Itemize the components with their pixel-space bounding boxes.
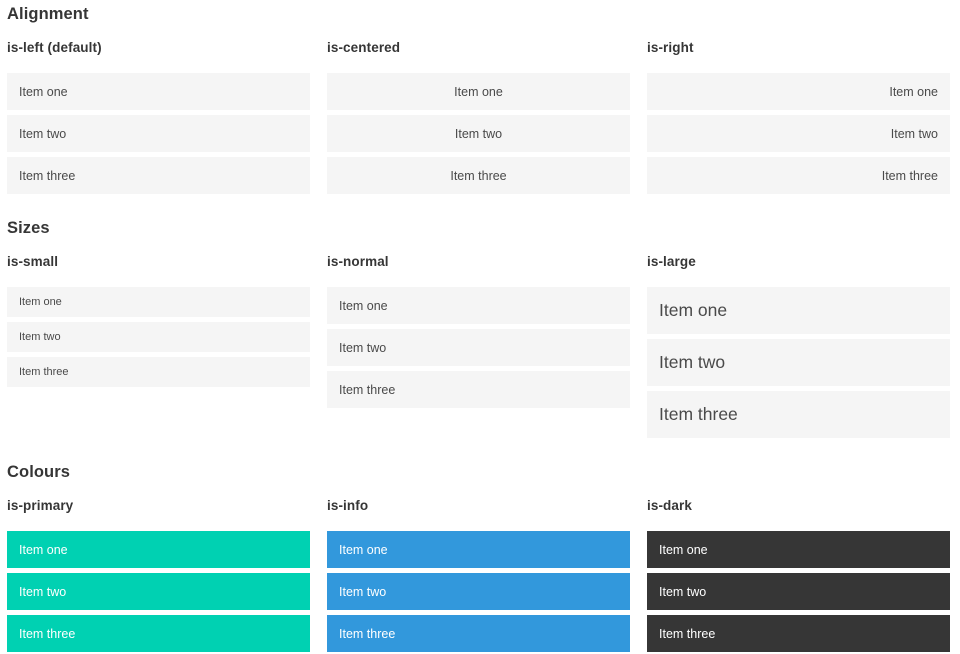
list-right: Item one Item two Item three	[647, 73, 950, 194]
list-item: Item one	[7, 287, 310, 317]
list-item: Item three	[647, 615, 950, 652]
column-label: is-normal	[327, 254, 389, 269]
list-item: Item two	[647, 115, 950, 152]
list-info: Item one Item two Item three	[327, 531, 630, 652]
list-item: Item three	[327, 157, 630, 194]
list-centered: Item one Item two Item three	[327, 73, 630, 194]
column-label: is-small	[7, 254, 59, 269]
list-item: Item two	[327, 115, 630, 152]
section-title: Sizes	[7, 219, 50, 237]
list-item: Item one	[647, 287, 950, 334]
section-row: is-left (default) Item one Item two Item…	[7, 24, 950, 194]
list-item: Item three	[327, 615, 630, 652]
section-sizes: Sizes is-small Item one Item two Item th…	[7, 218, 950, 438]
section-row: is-small Item one Item two Item three is…	[7, 238, 950, 438]
column-label: is-info	[327, 498, 369, 513]
column-is-centered: is-centered Item one Item two Item three	[327, 24, 630, 194]
list-item: Item two	[7, 322, 310, 352]
list-item: Item one	[647, 73, 950, 110]
list-item: Item two	[327, 329, 630, 366]
column-label: is-primary	[7, 498, 74, 513]
column-is-small: is-small Item one Item two Item three	[7, 238, 310, 387]
column-label: is-large	[647, 254, 696, 269]
list-item: Item three	[7, 357, 310, 387]
list-item: Item two	[7, 573, 310, 610]
list-item: Item three	[647, 391, 950, 438]
list-item: Item one	[647, 531, 950, 568]
column-label: is-dark	[647, 498, 692, 513]
list-item: Item three	[647, 157, 950, 194]
column-is-right: is-right Item one Item two Item three	[647, 24, 950, 194]
list-item: Item one	[327, 73, 630, 110]
list-item: Item one	[327, 287, 630, 324]
column-label: is-centered	[327, 40, 401, 55]
column-is-normal: is-normal Item one Item two Item three	[327, 238, 630, 408]
list-dark: Item one Item two Item three	[647, 531, 950, 652]
column-is-large: is-large Item one Item two Item three	[647, 238, 950, 438]
section-colours: Colours is-primary Item one Item two Ite…	[7, 462, 950, 652]
column-label: is-right	[647, 40, 694, 55]
list-item: Item three	[7, 157, 310, 194]
list-normal: Item one Item two Item three	[327, 287, 630, 408]
list-large: Item one Item two Item three	[647, 287, 950, 438]
list-item: Item two	[327, 573, 630, 610]
list-item: Item two	[7, 115, 310, 152]
list-item: Item three	[7, 615, 310, 652]
list-item: Item two	[647, 573, 950, 610]
list-item: Item three	[327, 371, 630, 408]
list-left: Item one Item two Item three	[7, 73, 310, 194]
list-item: Item one	[327, 531, 630, 568]
list-item: Item one	[7, 531, 310, 568]
section-title: Colours	[7, 463, 71, 481]
column-is-primary: is-primary Item one Item two Item three	[7, 482, 310, 652]
section-title: Alignment	[7, 5, 89, 23]
column-is-dark: is-dark Item one Item two Item three	[647, 482, 950, 652]
list-primary: Item one Item two Item three	[7, 531, 310, 652]
list-item: Item two	[647, 339, 950, 386]
list-item: Item one	[7, 73, 310, 110]
column-label: is-left (default)	[7, 40, 102, 55]
list-small: Item one Item two Item three	[7, 287, 310, 387]
column-is-info: is-info Item one Item two Item three	[327, 482, 630, 652]
column-is-left: is-left (default) Item one Item two Item…	[7, 24, 310, 194]
section-row: is-primary Item one Item two Item three …	[7, 482, 950, 652]
section-alignment: Alignment is-left (default) Item one Ite…	[7, 4, 950, 194]
